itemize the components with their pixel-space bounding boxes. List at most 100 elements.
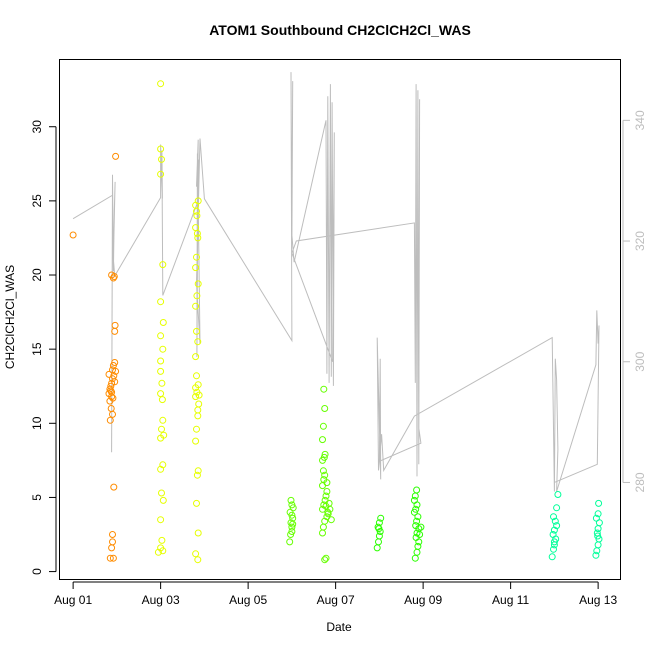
- data-point-s2-8: [288, 501, 296, 509]
- data-point-s1-27: [192, 550, 200, 558]
- x-tick-label-4: Aug 05: [229, 593, 267, 607]
- y2-tick-label-280: 280: [633, 472, 647, 492]
- data-point-s3-23: [413, 486, 421, 494]
- data-point-s3-17: [414, 513, 422, 521]
- data-point-s0-5: [109, 554, 117, 562]
- y-tick-label-0: 0: [30, 568, 44, 575]
- data-point-s2-24: [319, 482, 326, 490]
- data-point-s1-56: [192, 384, 200, 392]
- secondary-trace-line: [72, 72, 600, 492]
- data-point-s0-28: [111, 327, 119, 335]
- data-point-s1-37: [192, 393, 200, 401]
- data-point-s3-2: [375, 532, 383, 540]
- data-point-s3-6: [377, 514, 385, 522]
- data-point-s4-16: [593, 529, 601, 537]
- data-point-s4-14: [594, 541, 602, 549]
- data-point-s1-2: [158, 536, 166, 544]
- data-point-s1-6: [159, 496, 167, 504]
- data-point-s1-28: [194, 556, 202, 564]
- data-point-s0-22: [111, 378, 119, 386]
- data-point-s1-31: [193, 471, 201, 479]
- data-point-s4-12: [592, 551, 600, 559]
- data-point-s2-31: [319, 436, 326, 444]
- data-point-s2-2: [288, 523, 296, 531]
- data-point-s0-29: [110, 483, 118, 491]
- y2-tick-label-340: 340: [633, 110, 647, 130]
- data-point-s1-15: [157, 357, 165, 365]
- data-point-s1-16: [159, 345, 167, 353]
- data-point-s1-40: [193, 372, 200, 380]
- data-point-s0-4: [109, 531, 116, 538]
- data-point-s3-0: [373, 544, 381, 552]
- y-tick-label-30: 30: [30, 120, 44, 134]
- data-point-s0-0: [69, 231, 77, 239]
- data-point-s1-17: [157, 332, 165, 340]
- data-point-s3-7: [375, 525, 383, 533]
- plot-area: 0 5 10 15 20 25 30 280 300 320 340 Aug 01 Aug 03 Aug …: [30, 72, 647, 607]
- data-point-s4-4: [549, 531, 557, 538]
- data-point-s2-9: [287, 496, 295, 504]
- data-point-s1-0: [154, 548, 162, 556]
- data-point-s0-27: [111, 321, 119, 329]
- data-point-s1-21: [157, 170, 165, 178]
- data-point-s1-20: [159, 261, 167, 269]
- data-point-s2-23: [323, 488, 331, 495]
- data-point-s2-37: [327, 516, 335, 524]
- data-point-s1-33: [192, 437, 200, 445]
- data-point-s4-11: [554, 491, 562, 498]
- data-point-s4-9: [550, 538, 558, 546]
- data-point-s2-30: [321, 450, 329, 458]
- data-point-s3-22: [411, 492, 419, 500]
- data-point-s1-54: [193, 207, 200, 215]
- data-point-s0-6: [106, 416, 114, 424]
- data-point-s1-41: [192, 353, 200, 361]
- data-point-s4-19: [592, 514, 600, 522]
- data-point-s0-3: [109, 538, 116, 546]
- data-point-s4-8: [550, 513, 557, 521]
- x-tick-label-12: Aug 13: [579, 593, 617, 607]
- data-point-s2-13: [322, 554, 330, 562]
- data-point-s1-43: [193, 327, 200, 335]
- data-point-s0-7: [107, 405, 115, 412]
- data-point-s1-3: [159, 547, 167, 555]
- data-point-s2-32: [319, 422, 327, 430]
- data-point-s0-23: [109, 410, 116, 418]
- y-tick-label-5: 5: [30, 494, 44, 501]
- data-point-s1-53: [194, 197, 202, 205]
- data-point-s0-32: [109, 394, 117, 402]
- data-point-s2-3: [287, 519, 295, 527]
- data-point-s1-19: [157, 298, 165, 306]
- x-tick-label-10: Aug 11: [492, 593, 529, 607]
- data-point-s1-23: [157, 145, 165, 153]
- data-point-s3-1: [375, 538, 382, 546]
- data-point-s1-45: [193, 292, 201, 300]
- data-point-s2-35: [323, 479, 331, 487]
- x-tick-label-8: Aug 09: [404, 593, 442, 607]
- data-point-s2-14: [319, 529, 326, 537]
- data-point-s1-29: [194, 529, 202, 537]
- data-point-s1-34: [193, 425, 200, 433]
- data-point-s1-51: [193, 212, 201, 220]
- plot-frame: [59, 59, 621, 580]
- data-point-s2-27: [319, 467, 327, 475]
- data-point-s2-0: [286, 538, 294, 546]
- data-point-s1-47: [192, 264, 200, 272]
- data-point-s1-12: [160, 431, 168, 439]
- data-point-s1-44: [192, 302, 200, 310]
- data-point-s1-25: [157, 367, 165, 375]
- data-point-s0-14: [105, 370, 113, 378]
- data-point-s2-34: [320, 385, 328, 393]
- data-point-s3-9: [413, 548, 421, 556]
- data-point-s0-26: [110, 273, 118, 280]
- data-point-s1-14: [158, 379, 166, 387]
- chart-title: ATOM1 Southbound CH2ClCH2Cl_WAS: [209, 22, 471, 38]
- data-point-s4-0: [548, 553, 556, 561]
- data-point-s2-22: [322, 492, 330, 500]
- data-point-s0-19: [111, 359, 119, 366]
- y2-tick-label-300: 300: [633, 351, 647, 371]
- data-point-s3-21: [410, 496, 418, 504]
- data-point-s3-8: [411, 554, 419, 562]
- x-tick-label-6: Aug 07: [317, 593, 355, 607]
- data-point-s1-4: [157, 516, 165, 524]
- data-point-s3-24: [416, 531, 424, 538]
